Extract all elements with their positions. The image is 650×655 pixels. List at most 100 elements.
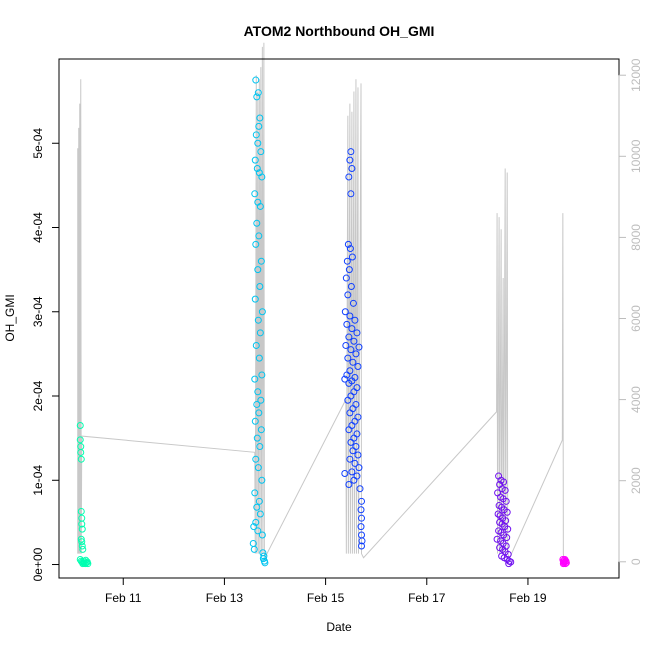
y-axis-label: OH_GMI <box>3 294 17 341</box>
points-layer <box>76 76 570 568</box>
data-point <box>349 447 357 455</box>
data-point <box>346 409 354 417</box>
data-point <box>344 291 352 299</box>
data-point <box>79 560 87 568</box>
data-point <box>561 560 569 568</box>
data-point <box>347 438 355 446</box>
data-point <box>355 464 363 472</box>
data-point <box>255 409 263 417</box>
data-point <box>253 93 261 101</box>
y2-tick-label: 4000 <box>629 386 643 413</box>
x-axis-label: Date <box>326 620 352 634</box>
data-point <box>501 486 509 494</box>
data-point <box>343 320 351 328</box>
data-point <box>258 476 266 484</box>
data-point <box>251 417 259 425</box>
x-tick-label: Feb 15 <box>307 591 345 605</box>
data-point <box>344 240 352 248</box>
y-tick-label: 1e-04 <box>31 465 45 496</box>
data-point <box>345 266 353 274</box>
data-point <box>344 354 352 362</box>
data-point <box>358 542 366 550</box>
data-point <box>348 325 356 333</box>
data-point <box>347 190 355 198</box>
data-point <box>346 455 354 463</box>
data-point <box>343 371 351 379</box>
data-point <box>346 156 354 164</box>
data-point <box>356 485 364 493</box>
y-tick-label: 3e-04 <box>31 296 45 327</box>
data-point <box>504 525 512 533</box>
data-point <box>253 434 261 442</box>
data-point <box>79 545 87 553</box>
data-point <box>250 523 258 531</box>
data-point <box>257 148 265 156</box>
data-point <box>341 470 349 478</box>
data-point <box>77 507 85 515</box>
data-point <box>251 156 259 164</box>
data-point <box>78 525 86 533</box>
y-axis: 0e+00 1e-04 2e-04 3e-04 4e-04 5e-04 <box>31 128 60 581</box>
data-point <box>502 497 510 505</box>
data-point <box>346 312 354 320</box>
data-point <box>559 560 567 568</box>
y2-tick-label: 10000 <box>629 139 643 173</box>
data-point <box>254 316 262 324</box>
data-point <box>251 190 259 198</box>
data-point <box>354 363 362 371</box>
data-point <box>346 245 354 253</box>
data-point <box>343 257 351 265</box>
data-point <box>254 527 262 535</box>
data-point <box>503 534 511 542</box>
data-point <box>252 455 260 463</box>
data-point <box>504 550 512 558</box>
data-point <box>347 346 355 354</box>
data-point <box>76 422 84 429</box>
data-point <box>260 552 268 560</box>
data-point <box>357 506 365 514</box>
data-point <box>562 559 570 567</box>
data-point <box>250 545 258 553</box>
y-tick-label: 2e-04 <box>31 380 45 411</box>
data-point <box>341 375 349 383</box>
data-point <box>258 371 266 379</box>
data-point <box>255 354 263 362</box>
data-point <box>259 549 267 557</box>
data-point <box>252 76 260 84</box>
x-tick-label: Feb 11 <box>105 591 142 605</box>
x-tick-label: Feb 13 <box>206 591 244 605</box>
data-point <box>350 476 358 484</box>
data-point <box>261 559 269 567</box>
data-point <box>253 503 261 511</box>
data-point <box>253 400 261 408</box>
secondary-y-axis: 0 2000 4000 6000 8000 10000 12000 <box>618 58 643 565</box>
data-point <box>353 329 361 337</box>
data-point <box>251 375 259 383</box>
data-point <box>252 131 260 139</box>
y-tick-label: 0e+00 <box>31 547 45 581</box>
data-point <box>345 426 353 434</box>
y2-tick-label: 12000 <box>629 58 643 92</box>
data-point <box>347 148 355 156</box>
data-point <box>256 114 264 122</box>
data-point <box>341 308 349 316</box>
data-point <box>251 295 259 303</box>
data-point <box>344 396 352 404</box>
data-point <box>345 480 353 488</box>
data-point <box>342 274 350 282</box>
data-point <box>345 379 353 387</box>
altitude-line-layer <box>77 42 565 560</box>
data-point <box>78 538 86 546</box>
data-point <box>255 122 263 130</box>
data-point <box>77 535 85 543</box>
data-point <box>258 531 266 539</box>
data-point <box>258 173 266 181</box>
data-point <box>507 558 515 566</box>
data-point <box>349 299 357 307</box>
x-tick-label: Feb 19 <box>509 591 547 605</box>
data-point <box>493 535 501 543</box>
data-point <box>354 451 362 459</box>
data-point <box>358 497 366 505</box>
